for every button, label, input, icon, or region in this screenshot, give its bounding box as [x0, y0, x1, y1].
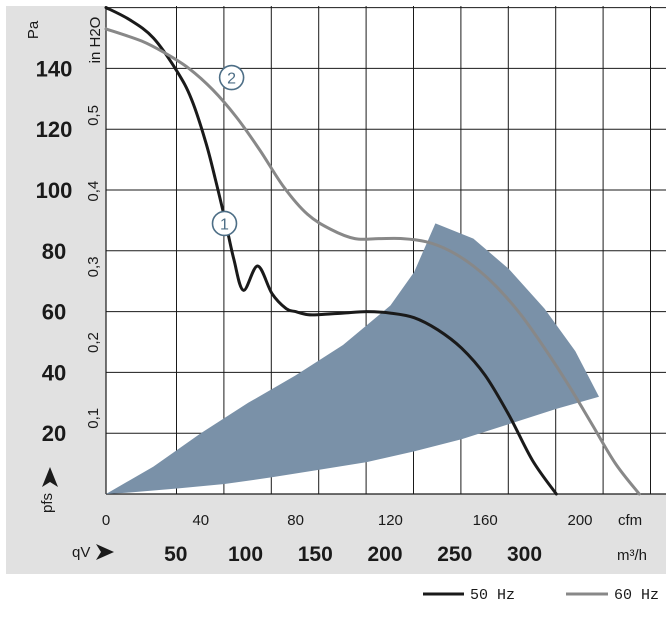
- pfs-symbol: pfs: [39, 493, 56, 513]
- curve-markers: 12: [211, 64, 245, 237]
- svg-text:0,4: 0,4: [85, 181, 102, 202]
- pa-tick-label: 20: [42, 421, 66, 446]
- marker-circle: [211, 210, 238, 237]
- pa-tick-label: 80: [42, 239, 66, 264]
- svg-text:Pa: Pa: [25, 20, 42, 39]
- svg-text:0,2: 0,2: [85, 332, 102, 353]
- qv-arrow-icon: [96, 544, 114, 560]
- cfm-unit-label: cfm: [618, 512, 642, 529]
- m3h-tick-label: 300: [507, 543, 542, 566]
- m3h-tick-label: 200: [367, 543, 402, 566]
- m3h-tick-labels: 50 100 150 200 250 300: [164, 543, 542, 566]
- cfm-tick-label: 120: [378, 512, 403, 529]
- marker-circle: [218, 64, 245, 91]
- m3h-unit-label: m³/h: [617, 547, 647, 564]
- svg-text:in H2O: in H2O: [87, 17, 104, 64]
- svg-text:0,3: 0,3: [85, 256, 102, 277]
- svg-text:0,5: 0,5: [85, 105, 102, 126]
- operating-region: [106, 223, 599, 494]
- y-axis-band: [6, 6, 106, 574]
- m3h-tick-label: 50: [164, 543, 187, 566]
- pa-tick-label: 120: [36, 117, 73, 142]
- curve-marker-2: 2: [218, 64, 245, 91]
- pa-tick-label: 60: [42, 300, 66, 325]
- grid: [105, 6, 666, 495]
- pfs-arrow-icon: [42, 467, 58, 487]
- x-axis-band: [6, 494, 666, 574]
- marker-label: 2: [227, 71, 236, 88]
- m3h-tick-label: 250: [437, 543, 472, 566]
- legend: 50 Hz 60 Hz: [423, 587, 659, 604]
- series-line-60hz: [104, 27, 641, 496]
- cfm-tick-label: 200: [567, 512, 592, 529]
- inh2o-tick-label: 0,5: [85, 105, 102, 126]
- cfm-tick-label: 40: [192, 512, 209, 529]
- inh2o-tick-labels: 0,1 0,2 0,3 0,4 0,5: [85, 105, 102, 429]
- legend-label-50hz: 50 Hz: [470, 587, 515, 604]
- inh2o-unit-label: in H2O: [87, 17, 104, 64]
- pa-tick-label: 40: [42, 360, 66, 385]
- pa-tick-label: 100: [36, 178, 73, 203]
- cfm-tick-label: 0: [102, 512, 110, 529]
- marker-label: 1: [220, 216, 229, 233]
- cfm-tick-labels: 0 40 80 120 160 200: [102, 512, 593, 529]
- m3h-tick-label: 100: [228, 543, 263, 566]
- inh2o-tick-label: 0,1: [85, 408, 102, 429]
- curves: [104, 6, 641, 496]
- inh2o-tick-label: 0,4: [85, 181, 102, 202]
- svg-text:pfs: pfs: [39, 493, 56, 513]
- qv-symbol: qV: [72, 544, 90, 561]
- legend-label-60hz: 60 Hz: [614, 587, 659, 604]
- series-line-50hz: [104, 6, 558, 496]
- operating-region-area: [106, 223, 599, 494]
- inh2o-tick-label: 0,3: [85, 256, 102, 277]
- cfm-tick-label: 80: [287, 512, 304, 529]
- m3h-tick-label: 150: [298, 543, 333, 566]
- pa-unit-label: Pa: [25, 20, 42, 39]
- svg-text:0,1: 0,1: [85, 408, 102, 429]
- pa-tick-labels: 20 40 60 80 100 120 140: [36, 56, 73, 446]
- pa-tick-label: 140: [36, 56, 73, 81]
- curve-marker-1: 1: [211, 210, 238, 237]
- inh2o-tick-label: 0,2: [85, 332, 102, 353]
- cfm-tick-label: 160: [473, 512, 498, 529]
